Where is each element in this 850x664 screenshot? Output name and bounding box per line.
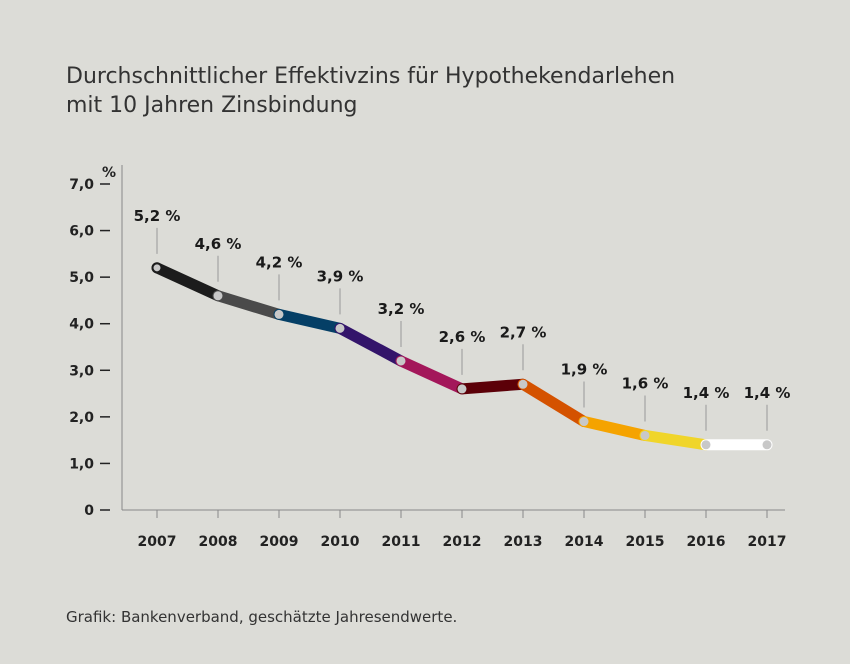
line-segment bbox=[578, 416, 651, 441]
data-label: 4,2 % bbox=[256, 253, 303, 271]
y-tick-label: 7,0 bbox=[69, 177, 94, 193]
data-label: 1,9 % bbox=[561, 361, 608, 379]
chart-title: Durchschnittlicher Effektivzins für Hypo… bbox=[66, 62, 675, 120]
x-tick-label: 2009 bbox=[260, 534, 299, 550]
data-label: 1,6 % bbox=[622, 374, 669, 392]
data-point bbox=[518, 379, 528, 389]
y-tick-label: 4,0 bbox=[69, 317, 94, 333]
data-point bbox=[274, 309, 284, 319]
x-tick-label: 2013 bbox=[504, 534, 543, 550]
line-segment bbox=[517, 378, 590, 428]
x-tick-label: 2011 bbox=[382, 534, 421, 550]
data-point bbox=[579, 417, 589, 427]
data-point bbox=[213, 291, 223, 301]
y-tick-label: 2,0 bbox=[69, 410, 94, 426]
title-line-2: mit 10 Jahren Zinsbindung bbox=[66, 93, 358, 118]
data-label: 1,4 % bbox=[744, 384, 791, 402]
x-tick-label: 2017 bbox=[748, 534, 787, 550]
x-tick-label: 2016 bbox=[687, 534, 726, 550]
data-label: 2,6 % bbox=[439, 328, 486, 346]
x-tick-label: 2012 bbox=[443, 534, 482, 550]
y-tick-label: 1,0 bbox=[69, 456, 94, 472]
data-label: 3,2 % bbox=[378, 300, 425, 318]
data-label: 3,9 % bbox=[317, 267, 364, 285]
data-label: 2,7 % bbox=[500, 323, 547, 341]
data-label: 1,4 % bbox=[683, 384, 730, 402]
data-label: 4,6 % bbox=[195, 235, 242, 253]
x-tick-label: 2008 bbox=[199, 534, 238, 550]
line-segment bbox=[334, 322, 407, 367]
y-axis-unit: % bbox=[102, 165, 116, 181]
y-tick-label: 0 bbox=[84, 503, 94, 519]
line-segment bbox=[151, 262, 224, 302]
data-point bbox=[701, 440, 711, 450]
x-tick-label: 2010 bbox=[321, 534, 360, 550]
title-line-1: Durchschnittlicher Effektivzins für Hypo… bbox=[66, 64, 676, 89]
x-tick-label: 2014 bbox=[565, 534, 604, 550]
line-segment bbox=[456, 378, 529, 395]
data-point bbox=[396, 356, 406, 366]
data-point bbox=[640, 430, 650, 440]
data-point bbox=[457, 384, 467, 394]
y-tick-label: 3,0 bbox=[69, 363, 94, 379]
data-point bbox=[151, 262, 163, 274]
data-label: 5,2 % bbox=[134, 207, 181, 225]
source-note: Grafik: Bankenverband, geschätzte Jahres… bbox=[66, 608, 458, 626]
y-tick-label: 5,0 bbox=[69, 270, 94, 286]
data-point bbox=[335, 323, 345, 333]
x-tick-label: 2015 bbox=[626, 534, 665, 550]
data-point bbox=[762, 440, 772, 450]
y-tick-label: 6,0 bbox=[69, 224, 94, 240]
line-segment bbox=[639, 429, 712, 451]
line-segment bbox=[395, 355, 468, 395]
x-tick-label: 2007 bbox=[138, 534, 177, 550]
line-segment bbox=[273, 308, 346, 334]
line-segment bbox=[212, 290, 285, 320]
